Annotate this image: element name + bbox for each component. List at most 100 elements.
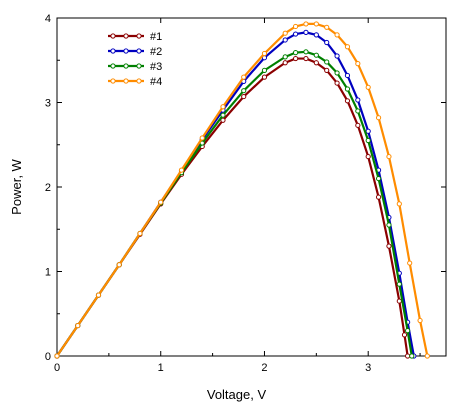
data-point [355, 122, 361, 128]
legend-marker [136, 63, 142, 69]
data-point [355, 61, 361, 67]
data-point [417, 317, 423, 324]
data-point [405, 353, 411, 359]
data-point [95, 292, 102, 298]
data-point [407, 260, 413, 266]
data-point [365, 153, 371, 160]
data-point [396, 281, 402, 287]
data-point [334, 53, 340, 59]
data-point [334, 32, 340, 38]
x-tick-label: 2 [261, 362, 267, 374]
data-point [386, 222, 392, 228]
legend-marker [110, 78, 116, 84]
legend-label: #2 [150, 46, 162, 58]
data-point [365, 137, 371, 144]
data-point [282, 60, 288, 66]
data-point [220, 117, 226, 123]
data-point [375, 115, 382, 121]
data-point [386, 243, 392, 249]
data-point [396, 298, 402, 304]
data-point [158, 199, 164, 205]
data-point [261, 74, 268, 80]
legend-marker [123, 63, 129, 69]
legend-marker [136, 78, 142, 84]
legend-label: #4 [150, 76, 162, 88]
data-point [313, 60, 319, 66]
series-line-4 [56, 22, 429, 357]
data-point [424, 353, 430, 359]
legend-label: #3 [150, 61, 162, 73]
data-point [355, 97, 361, 103]
data-point [313, 32, 319, 38]
data-point [344, 72, 351, 79]
data-point [401, 332, 408, 338]
data-point [54, 353, 60, 359]
data-point [355, 108, 361, 114]
data-point [220, 112, 226, 118]
data-point [396, 201, 402, 207]
y-tick-label: 1 [45, 267, 51, 279]
y-tick-label: 0 [45, 351, 51, 363]
data-point [365, 128, 371, 134]
legend-marker [110, 63, 116, 69]
data-point [261, 50, 268, 57]
y-axis-title: Power, W [9, 158, 24, 214]
data-point [375, 175, 382, 182]
data-point [324, 39, 330, 46]
data-point [303, 55, 309, 62]
data-point [282, 54, 288, 60]
legend-marker [110, 48, 116, 54]
data-point [241, 74, 247, 80]
data-point [405, 328, 411, 334]
data-point [303, 21, 309, 27]
data-point [344, 44, 351, 50]
legend-marker [123, 33, 129, 39]
x-axis-title: Voltage, V [207, 387, 267, 402]
legend-marker [123, 78, 129, 84]
data-point [334, 80, 340, 86]
data-point [282, 37, 288, 43]
data-point [365, 84, 371, 90]
data-point [386, 153, 392, 160]
data-point [137, 230, 143, 237]
data-point [313, 52, 319, 58]
data-point [409, 353, 415, 359]
data-point [292, 23, 299, 30]
legend-marker [110, 33, 116, 39]
x-tick-label: 0 [54, 362, 60, 374]
data-point [116, 262, 122, 268]
y-tick-label: 2 [45, 182, 51, 194]
data-point [282, 30, 288, 36]
data-point [344, 98, 351, 104]
y-tick-label: 3 [45, 98, 51, 110]
data-point [303, 49, 309, 55]
data-point [199, 135, 205, 141]
data-point [324, 67, 330, 73]
data-point [334, 70, 340, 76]
y-tick-label: 4 [45, 13, 51, 25]
data-point [344, 86, 351, 92]
data-point [241, 93, 247, 100]
data-point [324, 59, 330, 65]
data-point [324, 24, 330, 30]
data-point [303, 29, 309, 35]
data-point [220, 104, 226, 110]
x-tick-label: 1 [158, 362, 164, 374]
legend-marker [136, 33, 142, 39]
data-point [261, 67, 268, 73]
data-point [292, 55, 299, 62]
data-point [75, 322, 81, 329]
data-point [292, 50, 299, 56]
legend-label: #1 [150, 31, 162, 43]
data-point [178, 167, 185, 173]
data-point [241, 88, 247, 94]
legend-marker [136, 48, 142, 54]
data-point [313, 21, 319, 27]
legend-marker [123, 48, 129, 54]
data-point [375, 194, 382, 200]
series-line-3 [56, 50, 413, 357]
data-point [292, 31, 299, 37]
x-tick-label: 3 [365, 362, 371, 374]
